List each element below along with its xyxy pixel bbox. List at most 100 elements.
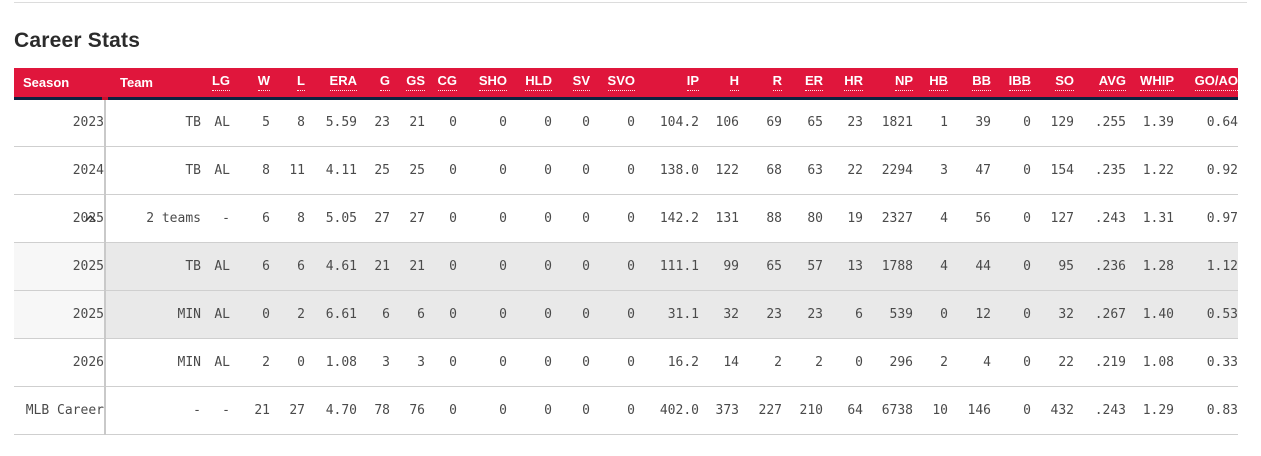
stat-cell-r: 23 [739, 289, 782, 338]
stat-cell-h: 373 [699, 385, 739, 435]
stat-cell-er: 2 [782, 337, 823, 386]
stat-cell-w: 6 [230, 193, 270, 242]
stat-cell-whip: 1.40 [1126, 289, 1174, 338]
stat-cell-cg: 0 [425, 193, 457, 242]
stat-cell-svo: 0 [590, 289, 635, 338]
stat-cell-g: 3 [357, 337, 390, 386]
stat-cell-gs: 25 [390, 145, 425, 194]
stat-cell-sv: 0 [552, 98, 590, 146]
column-header-gs[interactable]: GS [390, 68, 425, 100]
stat-cell-era: 5.05 [305, 193, 357, 242]
column-header-svo[interactable]: SVO [590, 68, 635, 100]
stat-cell-svo: 0 [590, 241, 635, 290]
column-header-so[interactable]: SO [1031, 68, 1074, 100]
stat-cell-goao: 0.83 [1174, 385, 1238, 435]
stat-cell-ibb: 0 [991, 385, 1031, 435]
column-header-r[interactable]: R [739, 68, 782, 100]
stat-cell-era: 1.08 [305, 337, 357, 386]
stat-cell-h: 122 [699, 145, 739, 194]
stat-cell-cg: 0 [425, 289, 457, 338]
stat-cell-so: 95 [1031, 241, 1074, 290]
stat-cell-hr: 0 [823, 337, 863, 386]
stat-cell-hb: 3 [913, 145, 948, 194]
column-header-h[interactable]: H [699, 68, 739, 100]
stat-cell-hld: 0 [507, 289, 552, 338]
stat-cell-lg: AL [201, 145, 230, 194]
stat-cell-goao: 0.92 [1174, 145, 1238, 194]
table-row: 2023 TB AL 5 8 5.59 23 21 0 0 0 0 0 104.2 106 69 65 23 182… [14, 98, 1238, 146]
stat-cell-h: 106 [699, 98, 739, 146]
stat-cell-hld: 0 [507, 337, 552, 386]
column-header-np[interactable]: NP [863, 68, 913, 100]
column-header-lg[interactable]: LG [201, 68, 230, 100]
stat-cell-ibb: 0 [991, 193, 1031, 242]
stat-cell-avg: .243 [1074, 385, 1126, 435]
stat-cell-r: 69 [739, 98, 782, 146]
stat-cell-so: 129 [1031, 98, 1074, 146]
stat-cell-lg: AL [201, 337, 230, 386]
stat-cell-np: 2327 [863, 193, 913, 242]
column-header-whip[interactable]: WHIP [1126, 68, 1174, 100]
column-header-goao[interactable]: GO/AO [1174, 68, 1238, 100]
column-header-l[interactable]: L [270, 68, 305, 100]
stat-cell-er: 23 [782, 289, 823, 338]
column-header-hld[interactable]: HLD [507, 68, 552, 100]
stat-cell-goao: 0.53 [1174, 289, 1238, 338]
column-label: ERA [329, 73, 357, 92]
column-label: ER [804, 73, 823, 92]
stat-cell-gs: 21 [390, 98, 425, 146]
column-header-era[interactable]: ERA [305, 68, 357, 100]
stat-cell-hr: 23 [823, 98, 863, 146]
column-header-sho[interactable]: SHO [457, 68, 507, 100]
column-header-cg[interactable]: CG [425, 68, 457, 100]
column-header-ibb[interactable]: IBB [991, 68, 1031, 100]
stat-cell-whip: 1.22 [1126, 145, 1174, 194]
stat-cell-team: MIN [105, 337, 201, 386]
stat-cell-ip: 138.0 [635, 145, 699, 194]
collapse-row-button[interactable] [81, 209, 99, 227]
column-header-hb[interactable]: HB [913, 68, 948, 100]
stat-cell-r: 65 [739, 241, 782, 290]
stat-cell-w: 2 [230, 337, 270, 386]
column-header-w[interactable]: W [230, 68, 270, 100]
stat-cell-avg: .267 [1074, 289, 1126, 338]
header-row: Season Team LG W L ERA G GS CG SHO HLD SV SVO IP H R ER H… [14, 68, 1238, 100]
stat-cell-so: 32 [1031, 289, 1074, 338]
season-cell: 2025 [14, 241, 106, 290]
stat-cell-goao: 0.33 [1174, 337, 1238, 386]
stat-cell-g: 6 [357, 289, 390, 338]
stat-cell-w: 8 [230, 145, 270, 194]
stat-cell-era: 5.59 [305, 98, 357, 146]
stat-cell-np: 2294 [863, 145, 913, 194]
column-header-hr[interactable]: HR [823, 68, 863, 100]
stat-cell-np: 1821 [863, 98, 913, 146]
stat-cell-goao: 0.64 [1174, 98, 1238, 146]
stat-cell-gs: 27 [390, 193, 425, 242]
column-header-g[interactable]: G [357, 68, 390, 100]
column-header-avg[interactable]: AVG [1074, 68, 1126, 100]
column-header-ip[interactable]: IP [635, 68, 699, 100]
stat-cell-team: TB [105, 241, 201, 290]
stat-cell-bb: 4 [948, 337, 991, 386]
stat-cell-lg: - [201, 385, 230, 435]
stat-cell-era: 4.61 [305, 241, 357, 290]
stat-cell-cg: 0 [425, 241, 457, 290]
column-header-sv[interactable]: SV [552, 68, 590, 100]
table-body: 2023 TB AL 5 8 5.59 23 21 0 0 0 0 0 104.2 106 69 65 23 182… [14, 98, 1238, 435]
stat-cell-so: 22 [1031, 337, 1074, 386]
column-header-er[interactable]: ER [782, 68, 823, 100]
stat-cell-hb: 4 [913, 193, 948, 242]
stat-cell-avg: .243 [1074, 193, 1126, 242]
column-header-bb[interactable]: BB [948, 68, 991, 100]
stat-cell-hr: 13 [823, 241, 863, 290]
stat-cell-sho: 0 [457, 145, 507, 194]
stat-cell-bb: 146 [948, 385, 991, 435]
stat-cell-g: 23 [357, 98, 390, 146]
stat-cell-lg: AL [201, 241, 230, 290]
stat-cell-l: 6 [270, 241, 305, 290]
stat-cell-h: 99 [699, 241, 739, 290]
stat-cell-avg: .235 [1074, 145, 1126, 194]
stat-cell-hld: 0 [507, 98, 552, 146]
stat-cell-svo: 0 [590, 337, 635, 386]
stat-cell-team: 2 teams [105, 193, 201, 242]
